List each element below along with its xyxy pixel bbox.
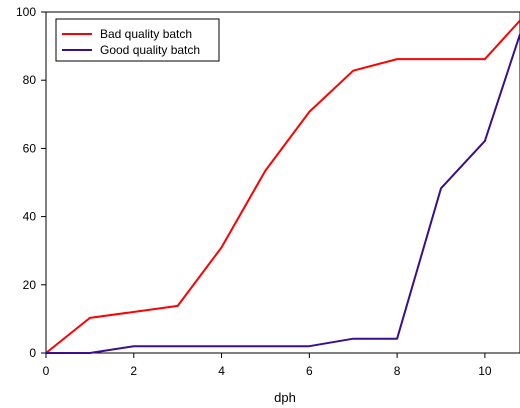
legend-label: Bad quality batch [100, 27, 192, 41]
x-tick-label: 2 [130, 364, 137, 378]
x-tick-label: 10 [478, 364, 492, 378]
series-layer [45, 19, 520, 354]
series-line-bad-quality [45, 19, 520, 354]
legend-label: Good quality batch [100, 43, 200, 57]
y-tick-label: 60 [23, 141, 37, 155]
y-tick-label: 80 [23, 73, 37, 87]
y-tick-label: 20 [23, 278, 37, 292]
y-tick-label: 0 [29, 346, 36, 360]
x-tick-label: 8 [394, 364, 401, 378]
y-tick-label: 40 [23, 210, 37, 224]
x-axis-title: dph [274, 390, 296, 405]
x-tick-label: 6 [306, 364, 313, 378]
x-tick-label: 4 [218, 364, 225, 378]
y-tick-label: 100 [16, 5, 36, 19]
plot-area [45, 11, 520, 354]
plot-frame [45, 11, 520, 354]
x-tick-label: 0 [43, 364, 50, 378]
series-line-good-quality [46, 33, 520, 354]
legend-box [55, 18, 220, 62]
legend: Bad quality batch Good quality batch [55, 18, 220, 62]
